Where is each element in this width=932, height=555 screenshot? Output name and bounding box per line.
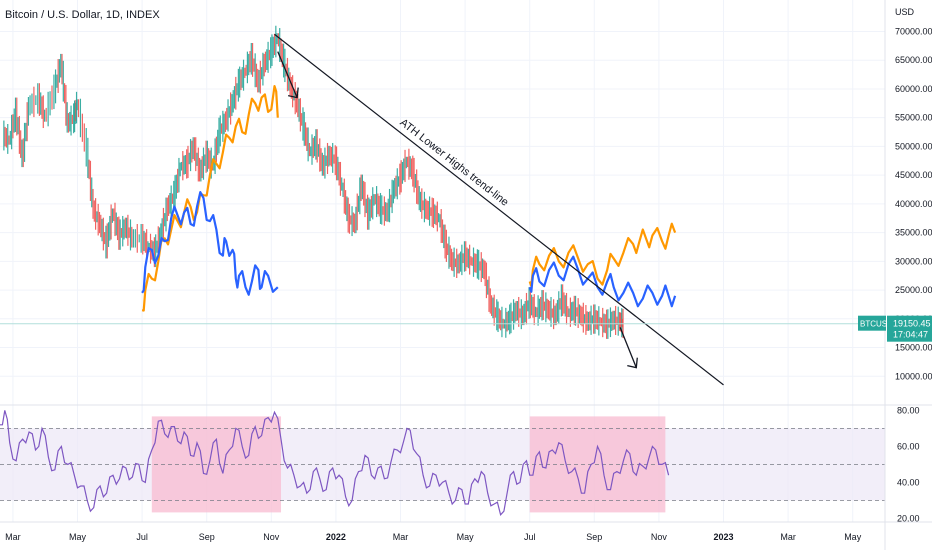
y-tick-label: 45000.00: [895, 170, 932, 180]
y-tick-label: 40000.00: [895, 199, 932, 209]
fractal-blue-line: [528, 255, 677, 308]
y-tick-label: 70000.00: [895, 26, 932, 36]
symbol-tag-label: BTCUSD: [860, 320, 893, 329]
symbol-tag: [858, 315, 886, 331]
x-tick-label: Sep: [199, 532, 215, 542]
last-price-time: 17:04:47: [893, 330, 928, 340]
x-tick-label: 2022: [326, 532, 346, 542]
x-tick-label: 2023: [713, 532, 733, 542]
x-tick-label: Mar: [5, 532, 21, 542]
arrow-shaft: [277, 51, 298, 98]
y-tick-label: 10000.00: [895, 371, 932, 381]
x-tick-label: Nov: [651, 532, 668, 542]
x-tick-label: Mar: [393, 532, 409, 542]
y-axis-unit: USD: [895, 7, 915, 17]
x-tick-label: May: [844, 532, 862, 542]
y-tick-label: 25000.00: [895, 285, 932, 295]
rsi-tick-label: 20.00: [897, 513, 920, 523]
last-price-value: 19150.45: [893, 319, 931, 329]
arrow-head: [627, 357, 638, 369]
y-tick-label: 60000.00: [895, 84, 932, 94]
trendline: [274, 33, 724, 386]
arrow-head: [288, 87, 299, 99]
x-tick-label: May: [69, 532, 87, 542]
rsi-line: [0, 410, 670, 517]
x-tick-label: Jul: [524, 532, 536, 542]
x-tick-label: Jul: [136, 532, 148, 542]
chart-title: Bitcoin / U.S. Dollar, 1D, INDEX: [5, 9, 160, 21]
y-tick-label: 35000.00: [895, 228, 932, 238]
y-tick-label: 50000.00: [895, 141, 932, 151]
rsi-tick-label: 60.00: [897, 441, 920, 451]
fractal-orange-line: [141, 85, 279, 312]
y-tick-label: 15000.00: [895, 343, 932, 353]
rsi-tick-label: 80.00: [897, 405, 920, 415]
last-price-tag: [887, 315, 932, 342]
arrow-shaft: [619, 327, 637, 368]
y-tick-label: 55000.00: [895, 113, 932, 123]
x-tick-label: Nov: [263, 532, 280, 542]
x-tick-label: Sep: [586, 532, 602, 542]
x-tick-label: Mar: [780, 532, 796, 542]
rsi-tick-label: 40.00: [897, 477, 920, 487]
fractal-blue-line: [141, 191, 279, 296]
x-tick-label: May: [457, 532, 475, 542]
y-tick-label: 30000.00: [895, 256, 932, 266]
fractal-orange-line: [528, 222, 677, 288]
y-tick-label: 65000.00: [895, 55, 932, 65]
